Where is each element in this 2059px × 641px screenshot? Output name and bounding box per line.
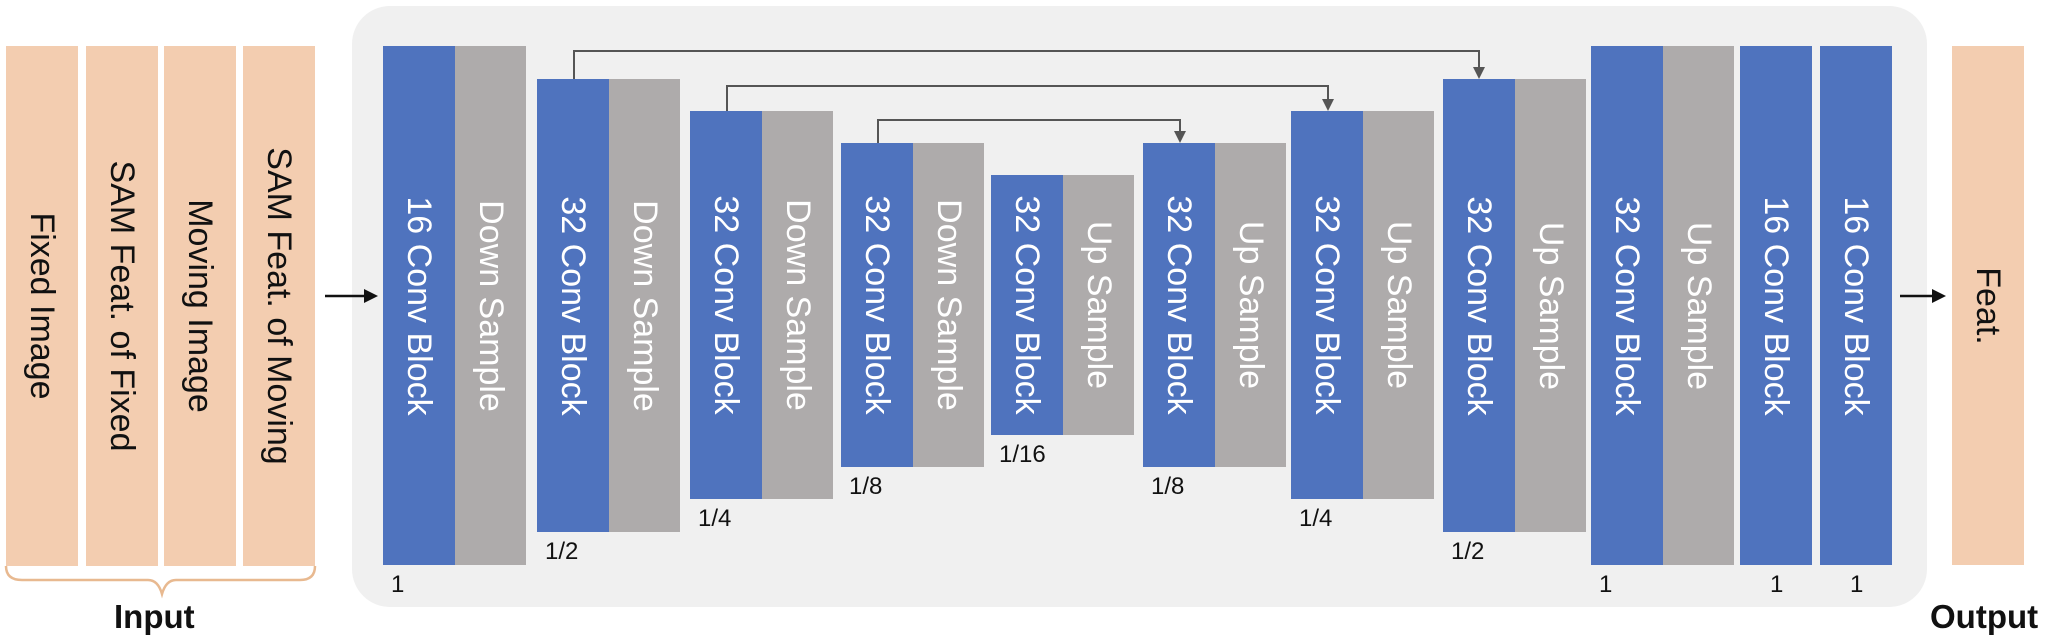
input-label: Input [114, 598, 195, 635]
downsample-block-1: Down Sample [455, 46, 526, 565]
conv-block-8: 32 Conv Block [1443, 79, 1515, 532]
skip-connection-3 [877, 119, 1181, 143]
scale-label-4: 1/8 [849, 473, 883, 500]
final-conv-block-1: 16 Conv Block [1740, 46, 1812, 565]
input-block-2: SAM Feat. of Fixed [86, 46, 158, 566]
upsample-block-5: Up Sample [1063, 175, 1134, 435]
skip-connection-2-arrowhead [1322, 99, 1334, 111]
skip-connection-1 [573, 50, 1480, 79]
conv-block-4: 32 Conv Block [841, 143, 913, 467]
downsample-block-4: Down Sample [913, 143, 984, 467]
scale-label-1: 1 [391, 571, 405, 598]
input-brace [4, 565, 317, 599]
conv-block-6: 32 Conv Block [1143, 143, 1215, 467]
final-scale-label-1: 1 [1770, 571, 1784, 598]
scale-label-6: 1/8 [1151, 473, 1185, 500]
output-block: Feat. [1952, 46, 2024, 565]
scale-label-7: 1/4 [1299, 505, 1333, 532]
scale-label-2: 1/2 [545, 538, 579, 565]
scale-label-5: 1/16 [999, 441, 1046, 468]
final-scale-label-2: 1 [1850, 571, 1864, 598]
scale-label-9: 1 [1599, 571, 1613, 598]
output-arrowhead [1932, 289, 1946, 303]
scale-label-3: 1/4 [698, 505, 732, 532]
input-block-4: SAM Feat. of Moving [243, 46, 315, 566]
skip-connection-2 [726, 85, 1329, 111]
upsample-block-8: Up Sample [1515, 79, 1586, 532]
input-block-3: Moving Image [164, 46, 236, 566]
input-block-1: Fixed Image [6, 46, 78, 566]
downsample-block-3: Down Sample [762, 111, 833, 499]
upsample-block-7: Up Sample [1363, 111, 1434, 499]
final-conv-block-2: 16 Conv Block [1820, 46, 1892, 565]
skip-connection-3-arrowhead [1174, 131, 1186, 143]
output-label: Output [1930, 598, 2039, 635]
input-arrowhead [364, 289, 378, 303]
conv-block-1: 16 Conv Block [383, 46, 455, 565]
upsample-block-6: Up Sample [1215, 143, 1286, 467]
conv-block-2: 32 Conv Block [537, 79, 609, 532]
conv-block-3: 32 Conv Block [690, 111, 762, 499]
downsample-block-2: Down Sample [609, 79, 680, 532]
conv-block-7: 32 Conv Block [1291, 111, 1363, 499]
conv-block-9: 32 Conv Block [1591, 46, 1663, 565]
upsample-block-9: Up Sample [1663, 46, 1734, 565]
skip-connection-1-arrowhead [1473, 67, 1485, 79]
scale-label-8: 1/2 [1451, 538, 1485, 565]
conv-block-5: 32 Conv Block [991, 175, 1063, 435]
